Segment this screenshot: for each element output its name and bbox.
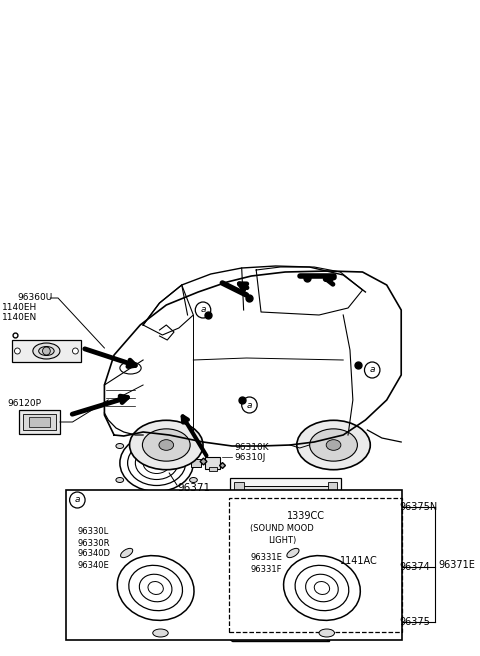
Text: 96340E: 96340E: [77, 560, 109, 569]
Polygon shape: [222, 595, 232, 641]
Circle shape: [72, 348, 78, 354]
Circle shape: [322, 581, 328, 587]
Bar: [209, 467, 216, 471]
Ellipse shape: [326, 440, 341, 450]
Text: 96340D: 96340D: [77, 550, 110, 558]
Polygon shape: [222, 633, 329, 641]
Text: 96331E: 96331E: [251, 554, 282, 562]
Circle shape: [70, 492, 85, 508]
Text: a: a: [247, 401, 252, 409]
Ellipse shape: [39, 346, 54, 356]
Ellipse shape: [297, 420, 370, 470]
Bar: [12, 340, 81, 362]
Text: LIGHT): LIGHT): [268, 535, 296, 544]
Bar: [19, 410, 60, 434]
Text: a: a: [74, 495, 80, 504]
Bar: [205, 457, 220, 469]
Circle shape: [195, 302, 211, 318]
Bar: [192, 459, 201, 467]
Bar: [244, 546, 329, 588]
Bar: [229, 498, 402, 632]
Text: a: a: [200, 306, 206, 314]
Ellipse shape: [120, 548, 133, 558]
Text: 96360U: 96360U: [17, 293, 53, 302]
Text: 96310J: 96310J: [234, 453, 265, 462]
Text: 96375N: 96375N: [399, 502, 438, 512]
Text: 96330L: 96330L: [77, 527, 108, 537]
Text: 96310K: 96310K: [234, 443, 269, 451]
Text: 96331F: 96331F: [251, 565, 282, 573]
Ellipse shape: [153, 629, 168, 637]
Text: 1141AC: 1141AC: [340, 556, 378, 566]
Text: (SOUND MOOD: (SOUND MOOD: [251, 523, 314, 533]
Text: a: a: [370, 365, 375, 375]
Ellipse shape: [116, 443, 124, 449]
Ellipse shape: [287, 548, 299, 558]
Bar: [29, 417, 50, 427]
Bar: [242, 486, 330, 528]
Ellipse shape: [33, 343, 60, 359]
Circle shape: [245, 581, 251, 587]
Circle shape: [245, 547, 251, 553]
Text: 96371: 96371: [177, 483, 210, 493]
Ellipse shape: [130, 420, 203, 470]
Ellipse shape: [190, 478, 197, 483]
Bar: [230, 478, 341, 536]
Text: 96374: 96374: [399, 562, 430, 572]
Text: 1140EH: 1140EH: [2, 304, 37, 312]
Text: 1339CC: 1339CC: [287, 511, 325, 521]
Text: 96371E: 96371E: [438, 560, 475, 569]
Circle shape: [14, 348, 20, 354]
Ellipse shape: [310, 429, 358, 461]
Bar: [250, 551, 323, 583]
Bar: [257, 558, 315, 576]
Text: 96375: 96375: [399, 617, 430, 627]
Ellipse shape: [190, 443, 197, 449]
Bar: [232, 603, 329, 641]
Ellipse shape: [319, 629, 335, 637]
Bar: [234, 524, 244, 532]
Bar: [66, 490, 402, 640]
Ellipse shape: [159, 440, 174, 450]
Circle shape: [43, 347, 50, 355]
Circle shape: [242, 397, 257, 413]
Ellipse shape: [143, 429, 190, 461]
Text: 1140EN: 1140EN: [2, 314, 37, 323]
Bar: [328, 524, 337, 532]
Bar: [234, 482, 244, 490]
Bar: [23, 414, 56, 430]
Circle shape: [364, 362, 380, 378]
Text: 96120P: 96120P: [8, 398, 42, 407]
Ellipse shape: [116, 478, 124, 483]
Text: 96330R: 96330R: [77, 539, 110, 548]
Bar: [328, 482, 337, 490]
Circle shape: [322, 547, 328, 553]
